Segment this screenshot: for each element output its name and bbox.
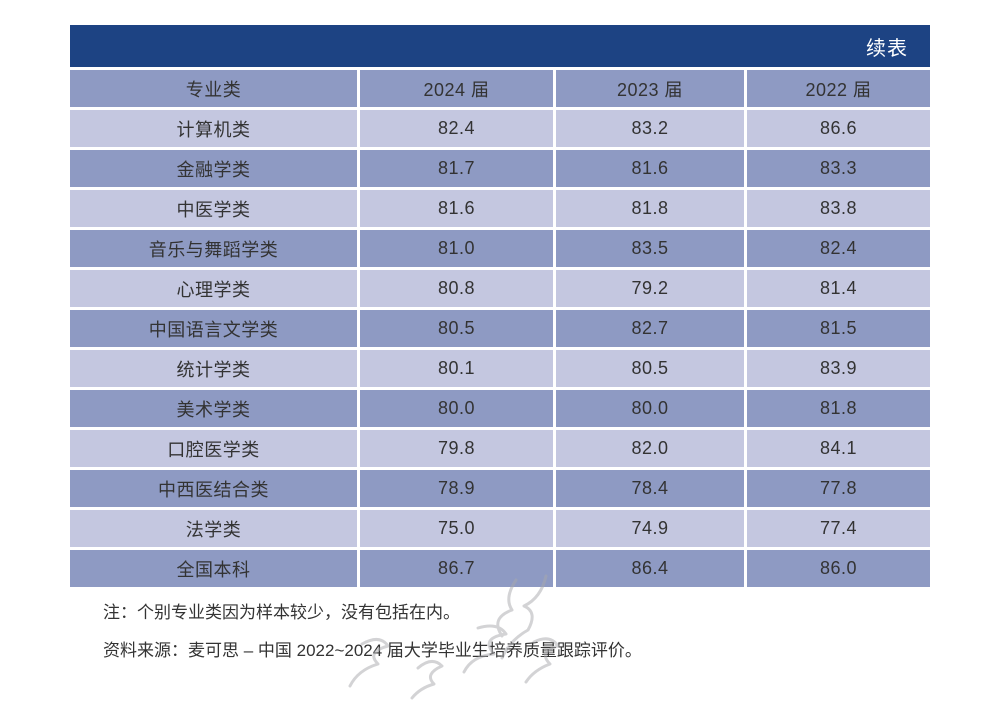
category-cell: 统计学类	[70, 350, 357, 387]
value-cell-2022: 81.5	[747, 310, 930, 347]
category-cell: 金融学类	[70, 150, 357, 187]
value-cell-2024: 80.0	[360, 390, 553, 427]
category-cell: 法学类	[70, 510, 357, 547]
value-cell-2023: 82.0	[556, 430, 744, 467]
value-cell-2024: 79.8	[360, 430, 553, 467]
value-cell-2023: 80.0	[556, 390, 744, 427]
table-header-row: 专业类 2024 届 2023 届 2022 届	[70, 70, 930, 107]
table-row: 统计学类 80.1 80.5 83.9	[70, 350, 930, 387]
table-title-bar: 续表	[70, 25, 930, 67]
category-cell: 音乐与舞蹈学类	[70, 230, 357, 267]
value-cell-2024: 80.5	[360, 310, 553, 347]
value-cell-2022: 82.4	[747, 230, 930, 267]
value-cell-2024: 81.6	[360, 190, 553, 227]
column-header-2024: 2024 届	[360, 70, 553, 107]
value-cell-2022: 83.9	[747, 350, 930, 387]
value-cell-2022: 83.8	[747, 190, 930, 227]
continuation-table: 续表 专业类 2024 届 2023 届 2022 届 计算机类 82.4 83…	[70, 25, 930, 587]
value-cell-2022: 81.4	[747, 270, 930, 307]
category-cell: 心理学类	[70, 270, 357, 307]
table-row: 中医学类 81.6 81.8 83.8	[70, 190, 930, 227]
column-header-category: 专业类	[70, 70, 357, 107]
category-cell: 口腔医学类	[70, 430, 357, 467]
category-cell: 计算机类	[70, 110, 357, 147]
value-cell-2022: 86.6	[747, 110, 930, 147]
table-row: 中国语言文学类 80.5 82.7 81.5	[70, 310, 930, 347]
table-row: 口腔医学类 79.8 82.0 84.1	[70, 430, 930, 467]
value-cell-2022: 81.8	[747, 390, 930, 427]
value-cell-2022: 77.4	[747, 510, 930, 547]
footnotes: 注：个别专业类因为样本较少，没有包括在内。 资料来源：麦可思 – 中国 2022…	[103, 604, 642, 680]
value-cell-2022: 86.0	[747, 550, 930, 587]
category-cell: 全国本科	[70, 550, 357, 587]
value-cell-2023: 81.6	[556, 150, 744, 187]
continued-label: 续表	[866, 37, 908, 60]
value-cell-2023: 79.2	[556, 270, 744, 307]
table-body: 计算机类 82.4 83.2 86.6 金融学类 81.7 81.6 83.3 …	[70, 110, 930, 587]
value-cell-2022: 83.3	[747, 150, 930, 187]
source-note: 资料来源：麦可思 – 中国 2022~2024 届大学毕业生培养质量跟踪评价。	[103, 641, 642, 660]
value-cell-2024: 80.1	[360, 350, 553, 387]
table-row: 心理学类 80.8 79.2 81.4	[70, 270, 930, 307]
category-cell: 中医学类	[70, 190, 357, 227]
sample-note: 注：个别专业类因为样本较少，没有包括在内。	[103, 603, 460, 622]
value-cell-2024: 86.7	[360, 550, 553, 587]
table-row: 中西医结合类 78.9 78.4 77.8	[70, 470, 930, 507]
value-cell-2024: 75.0	[360, 510, 553, 547]
value-cell-2023: 82.7	[556, 310, 744, 347]
value-cell-2024: 78.9	[360, 470, 553, 507]
value-cell-2023: 86.4	[556, 550, 744, 587]
value-cell-2023: 80.5	[556, 350, 744, 387]
value-cell-2024: 80.8	[360, 270, 553, 307]
table-row: 金融学类 81.7 81.6 83.3	[70, 150, 930, 187]
value-cell-2023: 83.2	[556, 110, 744, 147]
table-row: 美术学类 80.0 80.0 81.8	[70, 390, 930, 427]
category-cell: 中国语言文学类	[70, 310, 357, 347]
value-cell-2023: 74.9	[556, 510, 744, 547]
value-cell-2024: 81.7	[360, 150, 553, 187]
value-cell-2023: 78.4	[556, 470, 744, 507]
category-cell: 中西医结合类	[70, 470, 357, 507]
column-header-2022: 2022 届	[747, 70, 930, 107]
value-cell-2024: 81.0	[360, 230, 553, 267]
table-row: 法学类 75.0 74.9 77.4	[70, 510, 930, 547]
value-cell-2022: 84.1	[747, 430, 930, 467]
value-cell-2023: 83.5	[556, 230, 744, 267]
value-cell-2023: 81.8	[556, 190, 744, 227]
value-cell-2022: 77.8	[747, 470, 930, 507]
table-row: 音乐与舞蹈学类 81.0 83.5 82.4	[70, 230, 930, 267]
value-cell-2024: 82.4	[360, 110, 553, 147]
table-row: 全国本科 86.7 86.4 86.0	[70, 550, 930, 587]
category-cell: 美术学类	[70, 390, 357, 427]
column-header-2023: 2023 届	[556, 70, 744, 107]
table-row: 计算机类 82.4 83.2 86.6	[70, 110, 930, 147]
